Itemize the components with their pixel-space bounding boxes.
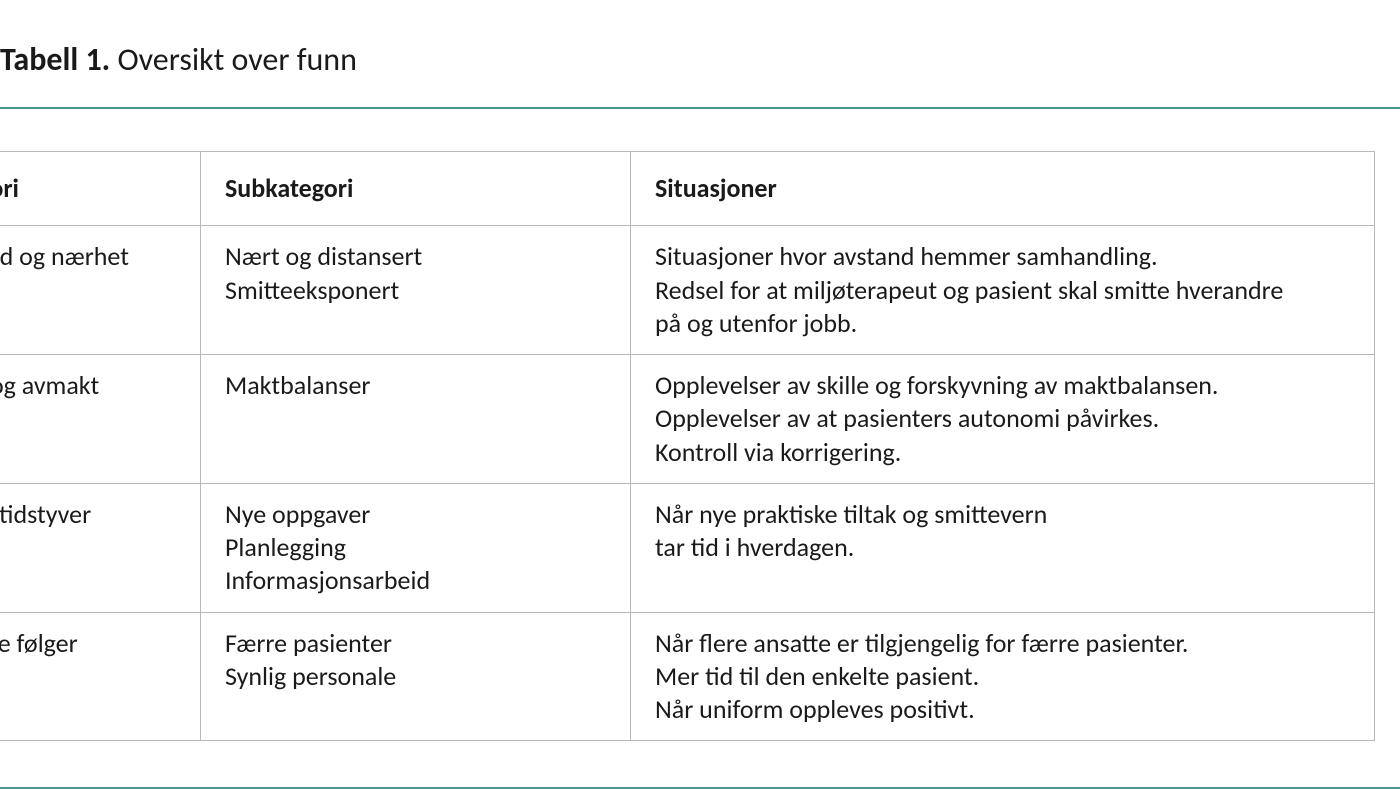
spacer <box>0 109 1400 151</box>
cell-line: Når nye praktiske tiltak og smittevern <box>655 498 1350 531</box>
cell-line: Færre pasienter <box>225 627 606 660</box>
cell-situasjoner: Når flere ansatte er tilgjengelig for fæ… <box>631 612 1375 741</box>
cell-kategori: Avstand og nærhet <box>0 226 201 355</box>
col-header-subkategori: Subkategori <box>201 152 631 226</box>
cell-line: Redsel for at miljøterapeut og pasient s… <box>655 274 1350 307</box>
findings-table: Kategori Subkategori Situasjoner Avstand… <box>0 151 1375 741</box>
cell-line: Opplevelser av at pasienters autonomi på… <box>655 402 1350 435</box>
col-header-situasjoner: Situasjoner <box>631 152 1375 226</box>
spacer <box>0 741 1400 787</box>
table-body: Avstand og nærhetNært og distansertSmitt… <box>0 226 1375 741</box>
cell-line: tar tid i hverdagen. <box>655 531 1350 564</box>
cell-subkategori: Færre pasienterSynlig personale <box>201 612 631 741</box>
cell-line: Maktbalanser <box>225 369 606 402</box>
cell-situasjoner: Opplevelser av skille og forskyvning av … <box>631 355 1375 484</box>
cell-line: Informasjonsarbeid <box>225 564 606 597</box>
table-caption: Tabell 1. Oversikt over funn <box>0 40 1400 79</box>
cell-line: Smitteeksponert <box>225 274 606 307</box>
cell-kategori: Tid og tidstyver <box>0 483 201 612</box>
caption-label-text: Oversikt over funn <box>110 40 357 79</box>
table-wrapper: Kategori Subkategori Situasjoner Avstand… <box>0 151 1400 741</box>
cell-line: Nye oppgaver <box>225 498 606 531</box>
table-header-row: Kategori Subkategori Situasjoner <box>0 152 1375 226</box>
cell-subkategori: Nye oppgaverPlanleggingInformasjonsarbei… <box>201 483 631 612</box>
cell-kategori: Makt og avmakt <box>0 355 201 484</box>
cell-kategori: Positive følger <box>0 612 201 741</box>
cell-line: Synlig personale <box>225 660 606 693</box>
cell-line: på og utenfor jobb. <box>655 307 1350 340</box>
cell-line: Situasjoner hvor avstand hemmer samhandl… <box>655 240 1350 273</box>
cell-subkategori: Maktbalanser <box>201 355 631 484</box>
cell-situasjoner: Situasjoner hvor avstand hemmer samhandl… <box>631 226 1375 355</box>
cell-line: Opplevelser av skille og forskyvning av … <box>655 369 1350 402</box>
cell-situasjoner: Når nye praktiske tiltak og smittevernta… <box>631 483 1375 612</box>
cell-line: Mer tid til den enkelte pasient. <box>655 660 1350 693</box>
cell-line: Når flere ansatte er tilgjengelig for fæ… <box>655 627 1350 660</box>
cell-line: Når uniform oppleves positivt. <box>655 693 1350 726</box>
table-row: Positive følgerFærre pasienterSynlig per… <box>0 612 1375 741</box>
cell-line: Nært og distansert <box>225 240 606 273</box>
page-container: Tabell 1. Oversikt over funn Kategori Su… <box>0 0 1400 789</box>
col-header-kategori: Kategori <box>0 152 201 226</box>
table-row: Tid og tidstyverNye oppgaverPlanleggingI… <box>0 483 1375 612</box>
cell-line: Planlegging <box>225 531 606 564</box>
cell-subkategori: Nært og distansertSmitteeksponert <box>201 226 631 355</box>
cell-line: Kontroll via korrigering. <box>655 436 1350 469</box>
caption-label-number: Tabell 1. <box>0 40 110 79</box>
table-row: Makt og avmakt Maktbalanser Opplevelser av… <box>0 355 1375 484</box>
table-row: Avstand og nærhetNært og distansertSmitt… <box>0 226 1375 355</box>
